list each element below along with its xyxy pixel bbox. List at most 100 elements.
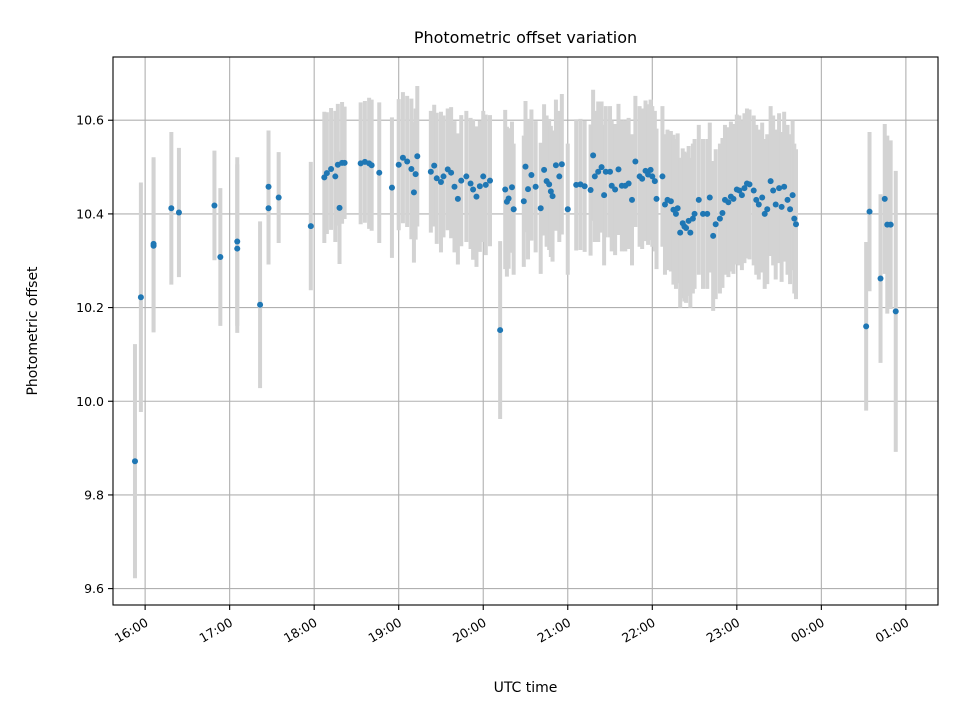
- data-point: [376, 169, 383, 176]
- data-point: [755, 201, 762, 208]
- data-point: [451, 183, 458, 190]
- data-point: [863, 323, 870, 330]
- data-point: [307, 223, 314, 230]
- data-point: [683, 224, 690, 231]
- data-point: [395, 161, 402, 168]
- data-point: [767, 178, 774, 185]
- data-point: [341, 159, 348, 166]
- data-point: [704, 210, 711, 217]
- data-point: [234, 238, 241, 245]
- data-point: [211, 202, 218, 209]
- data-point: [328, 165, 335, 172]
- data-point: [175, 209, 182, 216]
- data-point: [753, 196, 760, 203]
- data-point: [700, 210, 707, 217]
- data-point: [887, 221, 894, 228]
- data-point: [625, 180, 632, 187]
- data-point: [695, 196, 702, 203]
- data-point: [687, 229, 694, 236]
- data-point: [510, 206, 517, 213]
- data-point: [677, 229, 684, 236]
- y-axis-label: Photometric offset: [25, 266, 41, 396]
- data-point: [525, 186, 532, 193]
- data-point: [508, 184, 515, 191]
- data-point: [881, 195, 888, 202]
- data-point: [746, 181, 753, 188]
- data-point: [672, 210, 679, 217]
- data-point: [546, 181, 553, 188]
- data-point: [601, 192, 608, 199]
- data-point: [486, 177, 493, 184]
- data-point: [473, 193, 480, 200]
- data-point: [653, 195, 660, 202]
- y-tick-label: 10.4: [76, 206, 104, 221]
- data-point: [323, 170, 330, 177]
- data-point: [591, 173, 598, 180]
- data-point: [217, 253, 224, 260]
- data-point: [558, 161, 565, 168]
- data-point: [502, 186, 509, 193]
- data-point: [784, 196, 791, 203]
- data-point: [564, 206, 571, 213]
- data-point: [433, 175, 440, 182]
- data-point: [581, 183, 588, 190]
- data-point: [750, 187, 757, 194]
- data-point: [776, 185, 783, 192]
- data-point: [791, 215, 798, 222]
- data-point: [404, 158, 411, 165]
- data-point: [505, 195, 512, 202]
- data-point: [137, 294, 144, 301]
- data-point: [639, 175, 646, 182]
- data-point: [234, 245, 241, 252]
- data-point: [649, 173, 656, 180]
- data-point: [738, 192, 745, 199]
- y-tick-label: 10.2: [76, 300, 104, 315]
- data-point: [463, 173, 470, 180]
- data-point: [778, 203, 785, 210]
- data-point: [674, 205, 681, 212]
- y-tick-label: 9.8: [84, 487, 104, 502]
- x-axis-label: UTC time: [494, 680, 558, 696]
- data-point: [661, 201, 668, 208]
- data-point: [336, 204, 343, 211]
- data-point: [265, 183, 272, 190]
- data-point: [368, 162, 375, 169]
- data-point: [615, 166, 622, 173]
- data-point: [131, 458, 138, 465]
- data-point: [741, 185, 748, 192]
- data-point: [482, 181, 489, 188]
- data-point: [410, 189, 417, 196]
- data-point: [480, 173, 487, 180]
- data-point: [712, 221, 719, 228]
- data-point: [792, 221, 799, 228]
- data-point: [590, 152, 597, 159]
- data-point: [522, 163, 529, 170]
- data-point: [607, 168, 614, 175]
- data-point: [556, 173, 563, 180]
- y-tick-label: 10.6: [76, 113, 104, 128]
- data-point: [257, 301, 264, 308]
- data-point: [725, 199, 732, 206]
- data-point: [770, 187, 777, 194]
- data-point: [761, 210, 768, 217]
- data-point: [772, 201, 779, 208]
- data-point: [595, 168, 602, 175]
- data-point: [647, 166, 654, 173]
- data-point: [275, 194, 282, 201]
- data-point: [689, 215, 696, 222]
- data-point: [547, 188, 554, 195]
- data-point: [399, 154, 406, 161]
- data-point: [448, 169, 455, 176]
- data-point: [789, 192, 796, 199]
- data-point: [412, 171, 419, 178]
- data-point: [537, 205, 544, 212]
- data-point: [736, 187, 743, 194]
- data-point: [716, 215, 723, 222]
- data-point: [414, 153, 421, 160]
- y-tick-label: 9.6: [84, 581, 104, 596]
- data-point-layer: [131, 152, 899, 465]
- data-point: [332, 173, 339, 180]
- data-point: [532, 183, 539, 190]
- data-point: [467, 180, 474, 187]
- data-point: [629, 196, 636, 203]
